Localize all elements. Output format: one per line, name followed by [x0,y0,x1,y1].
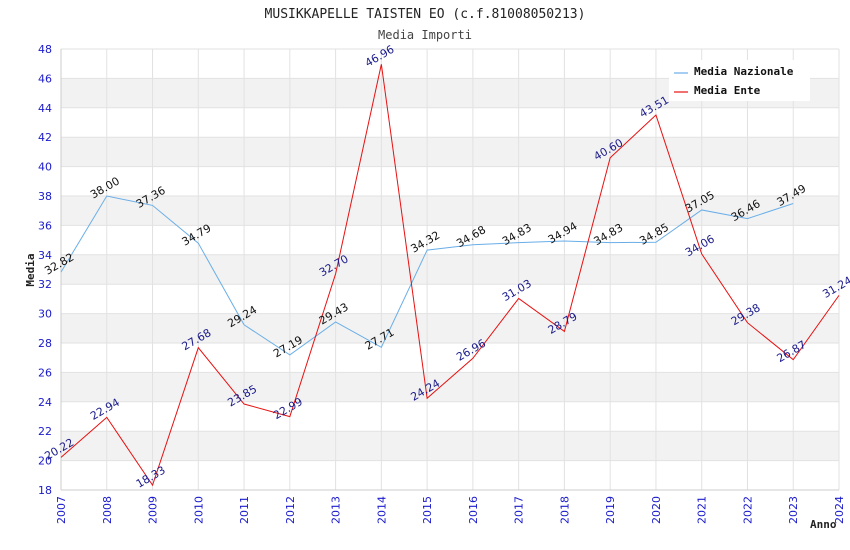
grid-band [61,431,839,461]
grid-band [61,137,839,167]
axes [60,49,839,491]
series-line-media-ente [60,64,840,487]
legend-box [669,60,810,101]
y-tick-label: 48 [38,43,52,56]
series-lines [60,64,840,487]
x-tick-label: 2014 [375,496,388,524]
grid-band [61,313,839,343]
data-label-media-ente: 18.33 [134,464,168,491]
y-tick-label: 36 [38,219,52,232]
chart-subtitle: Media Importi [378,28,472,42]
x-tick-label: 2019 [604,496,617,524]
y-tick-label: 18 [38,484,52,497]
data-label-media-nazionale: 34.68 [454,223,488,250]
x-tick-label: 2020 [650,496,663,524]
y-tick-label: 44 [38,102,52,115]
legend: Media Nazionale Media Ente [669,60,810,101]
legend-label-media-nazionale: Media Nazionale [694,65,794,78]
y-tick-label: 32 [38,278,52,291]
x-tick-label: 2024 [833,496,846,524]
data-label-media-nazionale: 34.32 [408,229,442,256]
y-tick-label: 24 [38,396,52,409]
grid-band [61,196,839,226]
y-tick-label: 28 [38,337,52,350]
x-tick-label: 2009 [147,496,160,524]
x-tick-label: 2008 [101,496,114,524]
x-tick-label: 2023 [787,496,800,524]
y-tick-label: 22 [38,425,52,438]
y-tick-label: 42 [38,131,52,144]
y-tick-label: 34 [38,249,52,262]
chart-title: MUSIKKAPELLE TAISTEN EO (c.f.81008050213… [265,7,586,22]
legend-label-media-ente: Media Ente [694,84,761,97]
x-tick-label: 2012 [284,496,297,524]
y-axis-title: Media [24,253,37,286]
x-tick-labels: 2007 2008 2009 2010 2011 2012 2013 2014 2015 2016… [55,496,846,524]
x-tick-label: 2022 [741,496,754,524]
x-tick-label: 2016 [467,496,480,524]
series-line-media-nazionale [60,195,794,356]
x-axis-title: Anno [810,518,837,531]
x-tick-label: 2018 [558,496,571,524]
y-tick-label: 30 [38,308,52,321]
x-tick-label: 2007 [55,496,68,524]
x-tick-label: 2011 [238,496,251,524]
y-tick-label: 26 [38,366,52,379]
x-tick-label: 2017 [513,496,526,524]
x-tick-label: 2015 [421,496,434,524]
x-tick-label: 2021 [696,496,709,524]
y-tick-label: 38 [38,190,52,203]
y-tick-label: 20 [38,455,52,468]
y-tick-label: 46 [38,72,52,85]
grid-bands [61,78,839,461]
grid-band [61,372,839,402]
y-tick-labels: 18 20 22 24 26 28 30 32 34 36 38 40 42 44 46 48 [38,43,52,497]
y-tick-label: 40 [38,161,52,174]
grid-band [61,254,839,285]
x-tick-label: 2013 [330,496,343,524]
data-label-media-ente: 46.96 [363,43,397,70]
x-tick-label: 2010 [192,496,205,524]
grid-lines [60,48,840,491]
